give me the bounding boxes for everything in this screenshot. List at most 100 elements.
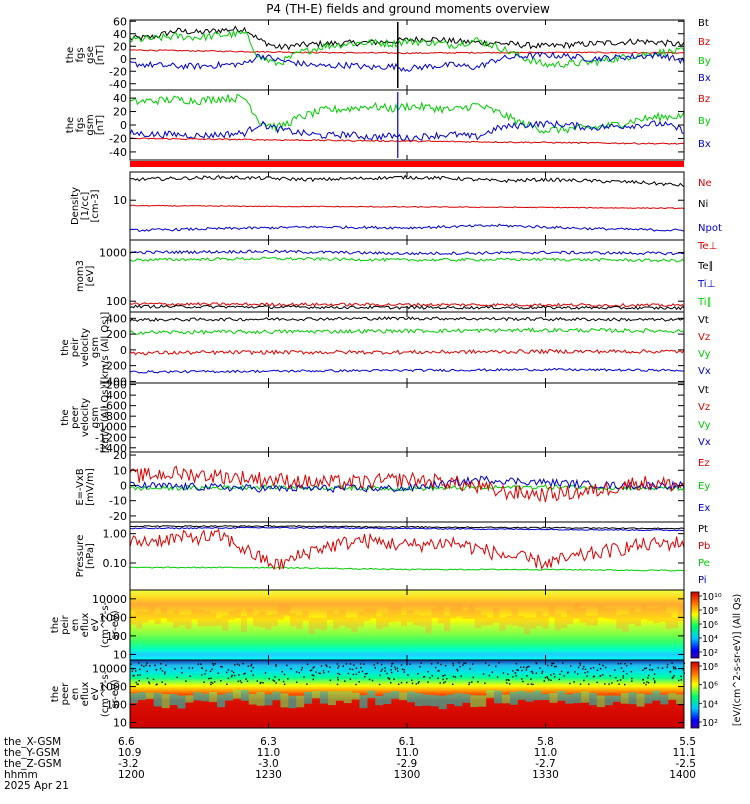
- x-row-label: hhmm: [4, 769, 38, 781]
- y-axis-label: the peir velocity gsm [km/s (All Qs)]: [60, 312, 111, 384]
- spectrogram-speckle: [220, 665, 222, 668]
- spectrogram-texture: [256, 692, 265, 706]
- y-tick-label: -10: [109, 495, 127, 508]
- spectrogram-speckle: [208, 677, 210, 680]
- spectrogram-speckle: [337, 676, 339, 679]
- y-axis-label-line: eflux: [80, 682, 91, 707]
- x-row-value: 11.0: [534, 747, 557, 759]
- spectrogram-speckle: [355, 673, 358, 675]
- spectrogram-speckle: [290, 668, 292, 670]
- series-line: [129, 367, 685, 374]
- spectrogram-speckle: [647, 674, 650, 677]
- spectrogram-texture: [327, 691, 336, 706]
- spectrogram-speckle: [477, 681, 479, 683]
- spectrogram-texture: [185, 695, 194, 703]
- spectrogram-speckle: [642, 669, 644, 671]
- spectrogram-speckle: [418, 681, 420, 683]
- y-tick-label: 10000: [92, 593, 127, 606]
- spectrogram-speckle: [507, 679, 509, 681]
- spectrogram-speckle: [403, 669, 405, 671]
- x-row-value: -2.9: [397, 758, 418, 770]
- spectrogram-texture: [240, 690, 249, 701]
- y-axis-label: E=-VxB [mV/m]: [75, 468, 96, 506]
- spectrogram-speckle: [484, 682, 486, 684]
- spectrogram-speckle: [438, 670, 440, 672]
- spectrogram-texture: [499, 617, 506, 631]
- spectrogram-texture: [419, 615, 426, 627]
- spectrogram-texture: [179, 614, 186, 626]
- spectrogram-speckle: [338, 665, 340, 667]
- spectrogram-speckle: [329, 679, 332, 681]
- separator-band: [130, 161, 684, 167]
- spectrogram-speckle: [164, 671, 166, 673]
- spectrogram-speckle: [200, 663, 202, 665]
- spectrogram-speckle: [298, 671, 300, 674]
- spectrogram-texture: [394, 605, 401, 622]
- spectrogram-speckle: [306, 663, 309, 665]
- spectrogram-speckle: [371, 679, 374, 682]
- spectrogram-speckle: [344, 680, 346, 682]
- spectrogram-speckle: [516, 669, 518, 671]
- spectrogram-texture: [302, 610, 309, 621]
- spectrogram-speckle: [417, 673, 419, 675]
- y-tick-label: 10: [113, 648, 127, 661]
- spectrogram-texture: [554, 613, 561, 631]
- spectrogram-speckle: [651, 668, 653, 671]
- spectrogram-speckle: [240, 681, 243, 684]
- spectrogram-speckle: [231, 670, 233, 672]
- spectrogram-speckle: [155, 669, 158, 671]
- series-line: [129, 301, 685, 308]
- spectrogram-speckle: [386, 672, 388, 675]
- spectrogram-speckle: [566, 672, 569, 674]
- spectrogram-texture: [283, 605, 291, 616]
- spectrogram-speckle: [555, 665, 557, 668]
- spectrogram-speckle: [527, 683, 529, 685]
- spectrogram-speckle: [672, 676, 674, 678]
- spectrogram-speckle: [401, 668, 404, 670]
- spectrogram-speckle: [336, 663, 339, 665]
- x-axis-table: the_X-GSM 6.6 6.3 6.1 5.8 5.5 the_Y-GSM 10.9 11.…: [4, 736, 696, 792]
- colorbar-tick-label: 10⁸: [702, 606, 718, 617]
- spectrogram-speckle: [355, 667, 358, 669]
- spectrogram-speckle: [381, 668, 383, 671]
- spectrogram-speckle: [484, 662, 487, 664]
- spectrogram-speckle: [135, 681, 137, 684]
- spectrogram-texture: [530, 617, 537, 629]
- panel-3: 10 Density [1/cc] [cm-3] Ne Ni Npot: [70, 171, 722, 241]
- y-tick-label: -20: [109, 65, 127, 78]
- spectrogram-speckle: [390, 682, 392, 684]
- y-tick-label: 100: [106, 295, 127, 308]
- spectrogram-texture: [173, 610, 180, 628]
- series-line: [129, 120, 685, 142]
- spectrogram-texture: [248, 694, 257, 705]
- y-axis-label-line: fgs: [75, 47, 86, 62]
- spectrogram-texture: [644, 694, 653, 704]
- spectrogram-speckle: [366, 672, 368, 675]
- spectrogram-speckle: [349, 678, 352, 680]
- spectrogram-speckle: [645, 667, 647, 669]
- spectrogram-texture: [191, 608, 198, 620]
- series-line: [129, 327, 685, 336]
- spectrogram-speckle: [137, 674, 139, 676]
- spectrogram-speckle: [471, 681, 473, 683]
- x-row-value: -3.0: [258, 758, 279, 770]
- spectrogram-texture: [201, 693, 210, 702]
- panel-frame: [129, 311, 685, 384]
- spectrogram-speckle: [274, 676, 276, 678]
- colorbar-tick-label: 10⁴: [702, 699, 718, 710]
- legend-entry: Vt: [698, 315, 709, 326]
- spectrogram-speckle: [320, 665, 323, 667]
- y-tick-label: 200: [106, 328, 127, 341]
- spectrogram-speckle: [570, 665, 572, 667]
- spectrogram-speckle: [671, 677, 674, 679]
- y-axis-label: the fgs gse [nT]: [65, 45, 106, 65]
- spectrogram-speckle: [139, 674, 141, 676]
- spectrogram-texture: [676, 694, 685, 705]
- spectrogram-texture: [581, 691, 590, 703]
- spectrogram-texture: [548, 606, 555, 617]
- spectrogram-speckle: [203, 681, 205, 683]
- legend-entry: Vz: [698, 402, 710, 413]
- spectrogram-speckle: [462, 664, 464, 666]
